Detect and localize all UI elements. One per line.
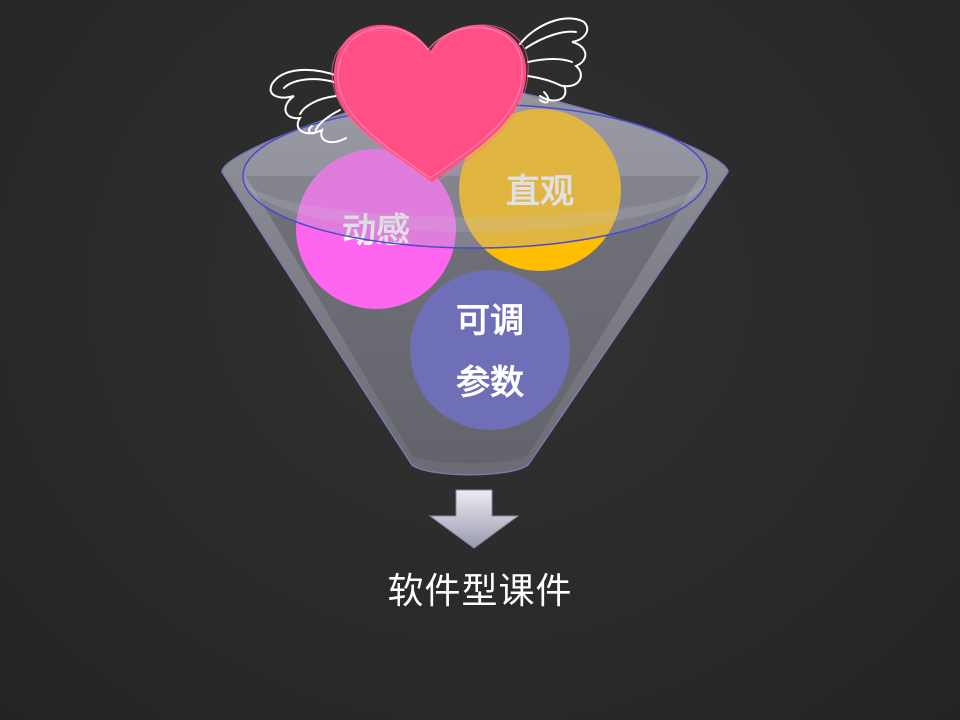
left-wing-icon	[269, 68, 347, 144]
result-caption: 软件型课件	[387, 571, 573, 612]
heart-sketch-outline	[337, 27, 523, 179]
ball-zhiguan: 直观	[459, 109, 621, 271]
ball-param-label-line1: 可调	[456, 301, 524, 341]
heart-sketch-outline-2	[331, 24, 529, 185]
ball-zhiguan-label: 直观	[506, 172, 574, 212]
right-wing-icon	[519, 17, 589, 104]
ball-zhiguan-circle	[459, 109, 621, 271]
funnel-rim-lower-glass	[243, 178, 707, 232]
ball-dongan: 动感	[296, 149, 456, 309]
ball-param-circle	[410, 270, 570, 430]
ball-param-label-line2: 参数	[456, 363, 524, 403]
ball-param: 可调 参数	[410, 270, 570, 430]
ball-dongan-circle	[296, 149, 456, 309]
winged-heart	[269, 17, 589, 185]
down-arrow-icon	[428, 489, 520, 549]
